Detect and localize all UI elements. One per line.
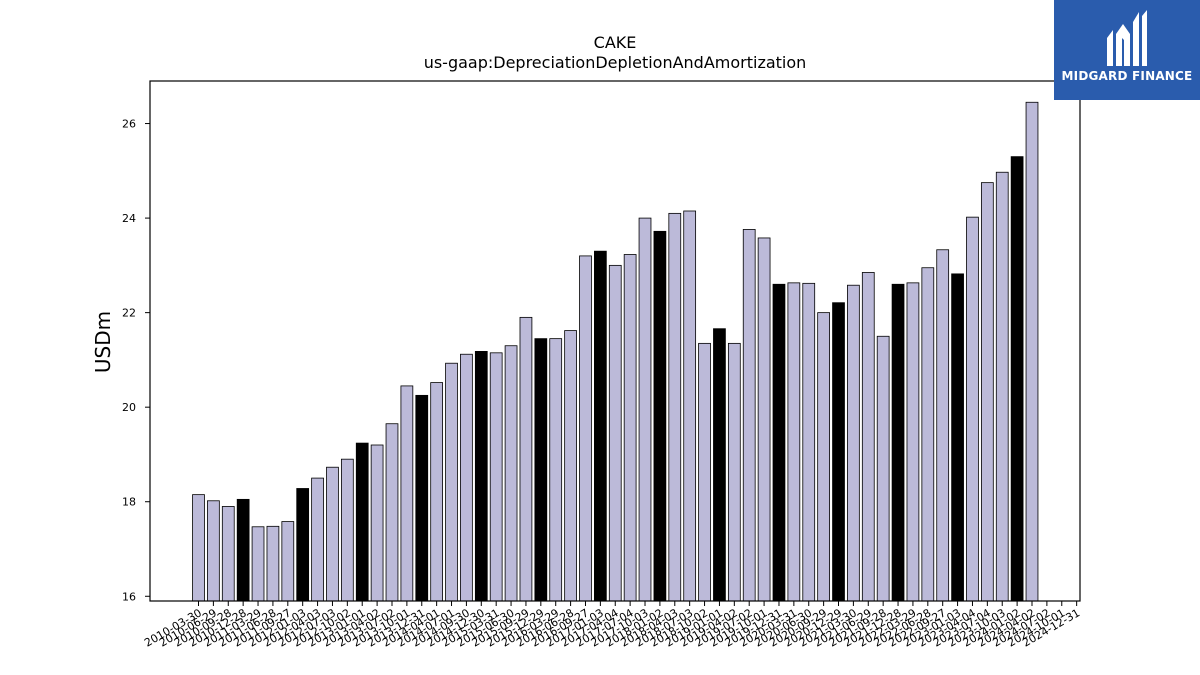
bar-2015-12-29 xyxy=(534,338,548,602)
chart-subtitle: us-gaap:DepreciationDepletionAndAmortiza… xyxy=(423,53,807,72)
bar-2024-04-02 xyxy=(1025,101,1039,602)
bar-2011-09-27 xyxy=(281,521,295,602)
bar-2017-07-04 xyxy=(623,254,637,602)
bar-2011-03-29 xyxy=(251,526,265,602)
bar-2012-10-02 xyxy=(340,458,354,602)
bar-2013-10-01 xyxy=(400,385,414,602)
bar-2020-06-30 xyxy=(802,282,816,602)
bar-2016-09-27 xyxy=(579,255,592,602)
bar-2016-06-28 xyxy=(564,330,577,602)
bar-2012-01-03 xyxy=(296,488,310,602)
midgard-logo-icon xyxy=(1107,10,1147,66)
bar-2018-04-03 xyxy=(668,212,682,602)
bar-2017-04-04 xyxy=(608,264,622,602)
y-axis-label: USDm xyxy=(91,311,115,373)
bar-2011-06-28 xyxy=(266,525,280,602)
bar-2014-07-01 xyxy=(445,362,458,602)
bar-2022-06-28 xyxy=(921,267,935,602)
bar-2020-12-29 xyxy=(832,302,845,602)
bar-2018-01-02 xyxy=(653,230,667,602)
logo-text: MIDGARD FINANCE xyxy=(1061,69,1193,83)
bar-2010-09-28 xyxy=(221,506,235,602)
bar-2019-07-02 xyxy=(742,229,756,602)
bar-2020-09-29 xyxy=(817,312,830,602)
bar-2013-07-02 xyxy=(385,423,399,602)
bar-2023-10-03 xyxy=(995,171,1009,602)
bars-group xyxy=(192,101,1039,602)
bar-2020-03-31 xyxy=(787,282,801,602)
bar-2019-10-01 xyxy=(757,237,771,602)
bar-2021-06-29 xyxy=(861,272,875,602)
chart-title: CAKE xyxy=(593,33,637,52)
bar-2015-09-29 xyxy=(519,316,533,602)
bar-2021-12-28 xyxy=(891,283,905,602)
bar-2013-12-31 xyxy=(415,394,429,602)
bar-2012-04-03 xyxy=(311,477,324,602)
y-tick-label: 26 xyxy=(122,118,136,131)
bar-2019-01-01 xyxy=(713,328,726,602)
bar-2015-06-30 xyxy=(504,345,518,602)
bar-2010-03-30 xyxy=(192,494,205,602)
bar-2024-01-02 xyxy=(1010,156,1024,602)
bar-2013-01-01 xyxy=(355,442,369,602)
bar-2010-06-29 xyxy=(207,500,220,602)
bar-2023-07-04 xyxy=(980,182,994,602)
y-tick-label: 20 xyxy=(122,401,136,414)
bar-2022-09-27 xyxy=(936,249,950,602)
bar-2017-10-03 xyxy=(638,217,652,602)
bar-2017-01-03 xyxy=(594,250,607,602)
bar-2015-03-31 xyxy=(489,352,503,602)
y-tick-label: 18 xyxy=(122,496,136,509)
x-axis: 2010-03-302010-06-292010-09-282010-12-28… xyxy=(142,601,1082,650)
bar-2012-07-03 xyxy=(326,466,339,602)
bar-2010-12-28 xyxy=(236,498,250,602)
bar-2018-10-02 xyxy=(698,342,711,602)
bar-2019-04-02 xyxy=(727,342,741,602)
y-tick-label: 16 xyxy=(122,590,136,603)
bar-2018-07-03 xyxy=(683,210,697,602)
y-tick-label: 22 xyxy=(122,307,136,320)
bar-2021-09-28 xyxy=(876,335,890,602)
bar-2023-01-03 xyxy=(951,273,964,602)
bar-2022-03-29 xyxy=(906,282,920,602)
bar-2021-03-30 xyxy=(847,284,860,602)
bar-2019-12-31 xyxy=(772,283,786,602)
y-axis: 16 18 20 22 24 26 xyxy=(122,118,150,603)
bar-2014-09-30 xyxy=(460,353,473,602)
bar-2014-12-30 xyxy=(474,350,488,602)
midgard-finance-logo: MIDGARD FINANCE xyxy=(1054,0,1200,100)
bar-2016-03-29 xyxy=(549,338,563,602)
bar-2014-04-01 xyxy=(430,382,444,602)
bar-2013-04-02 xyxy=(370,444,384,602)
y-tick-label: 24 xyxy=(122,212,136,225)
bar-2023-04-04 xyxy=(966,216,979,602)
